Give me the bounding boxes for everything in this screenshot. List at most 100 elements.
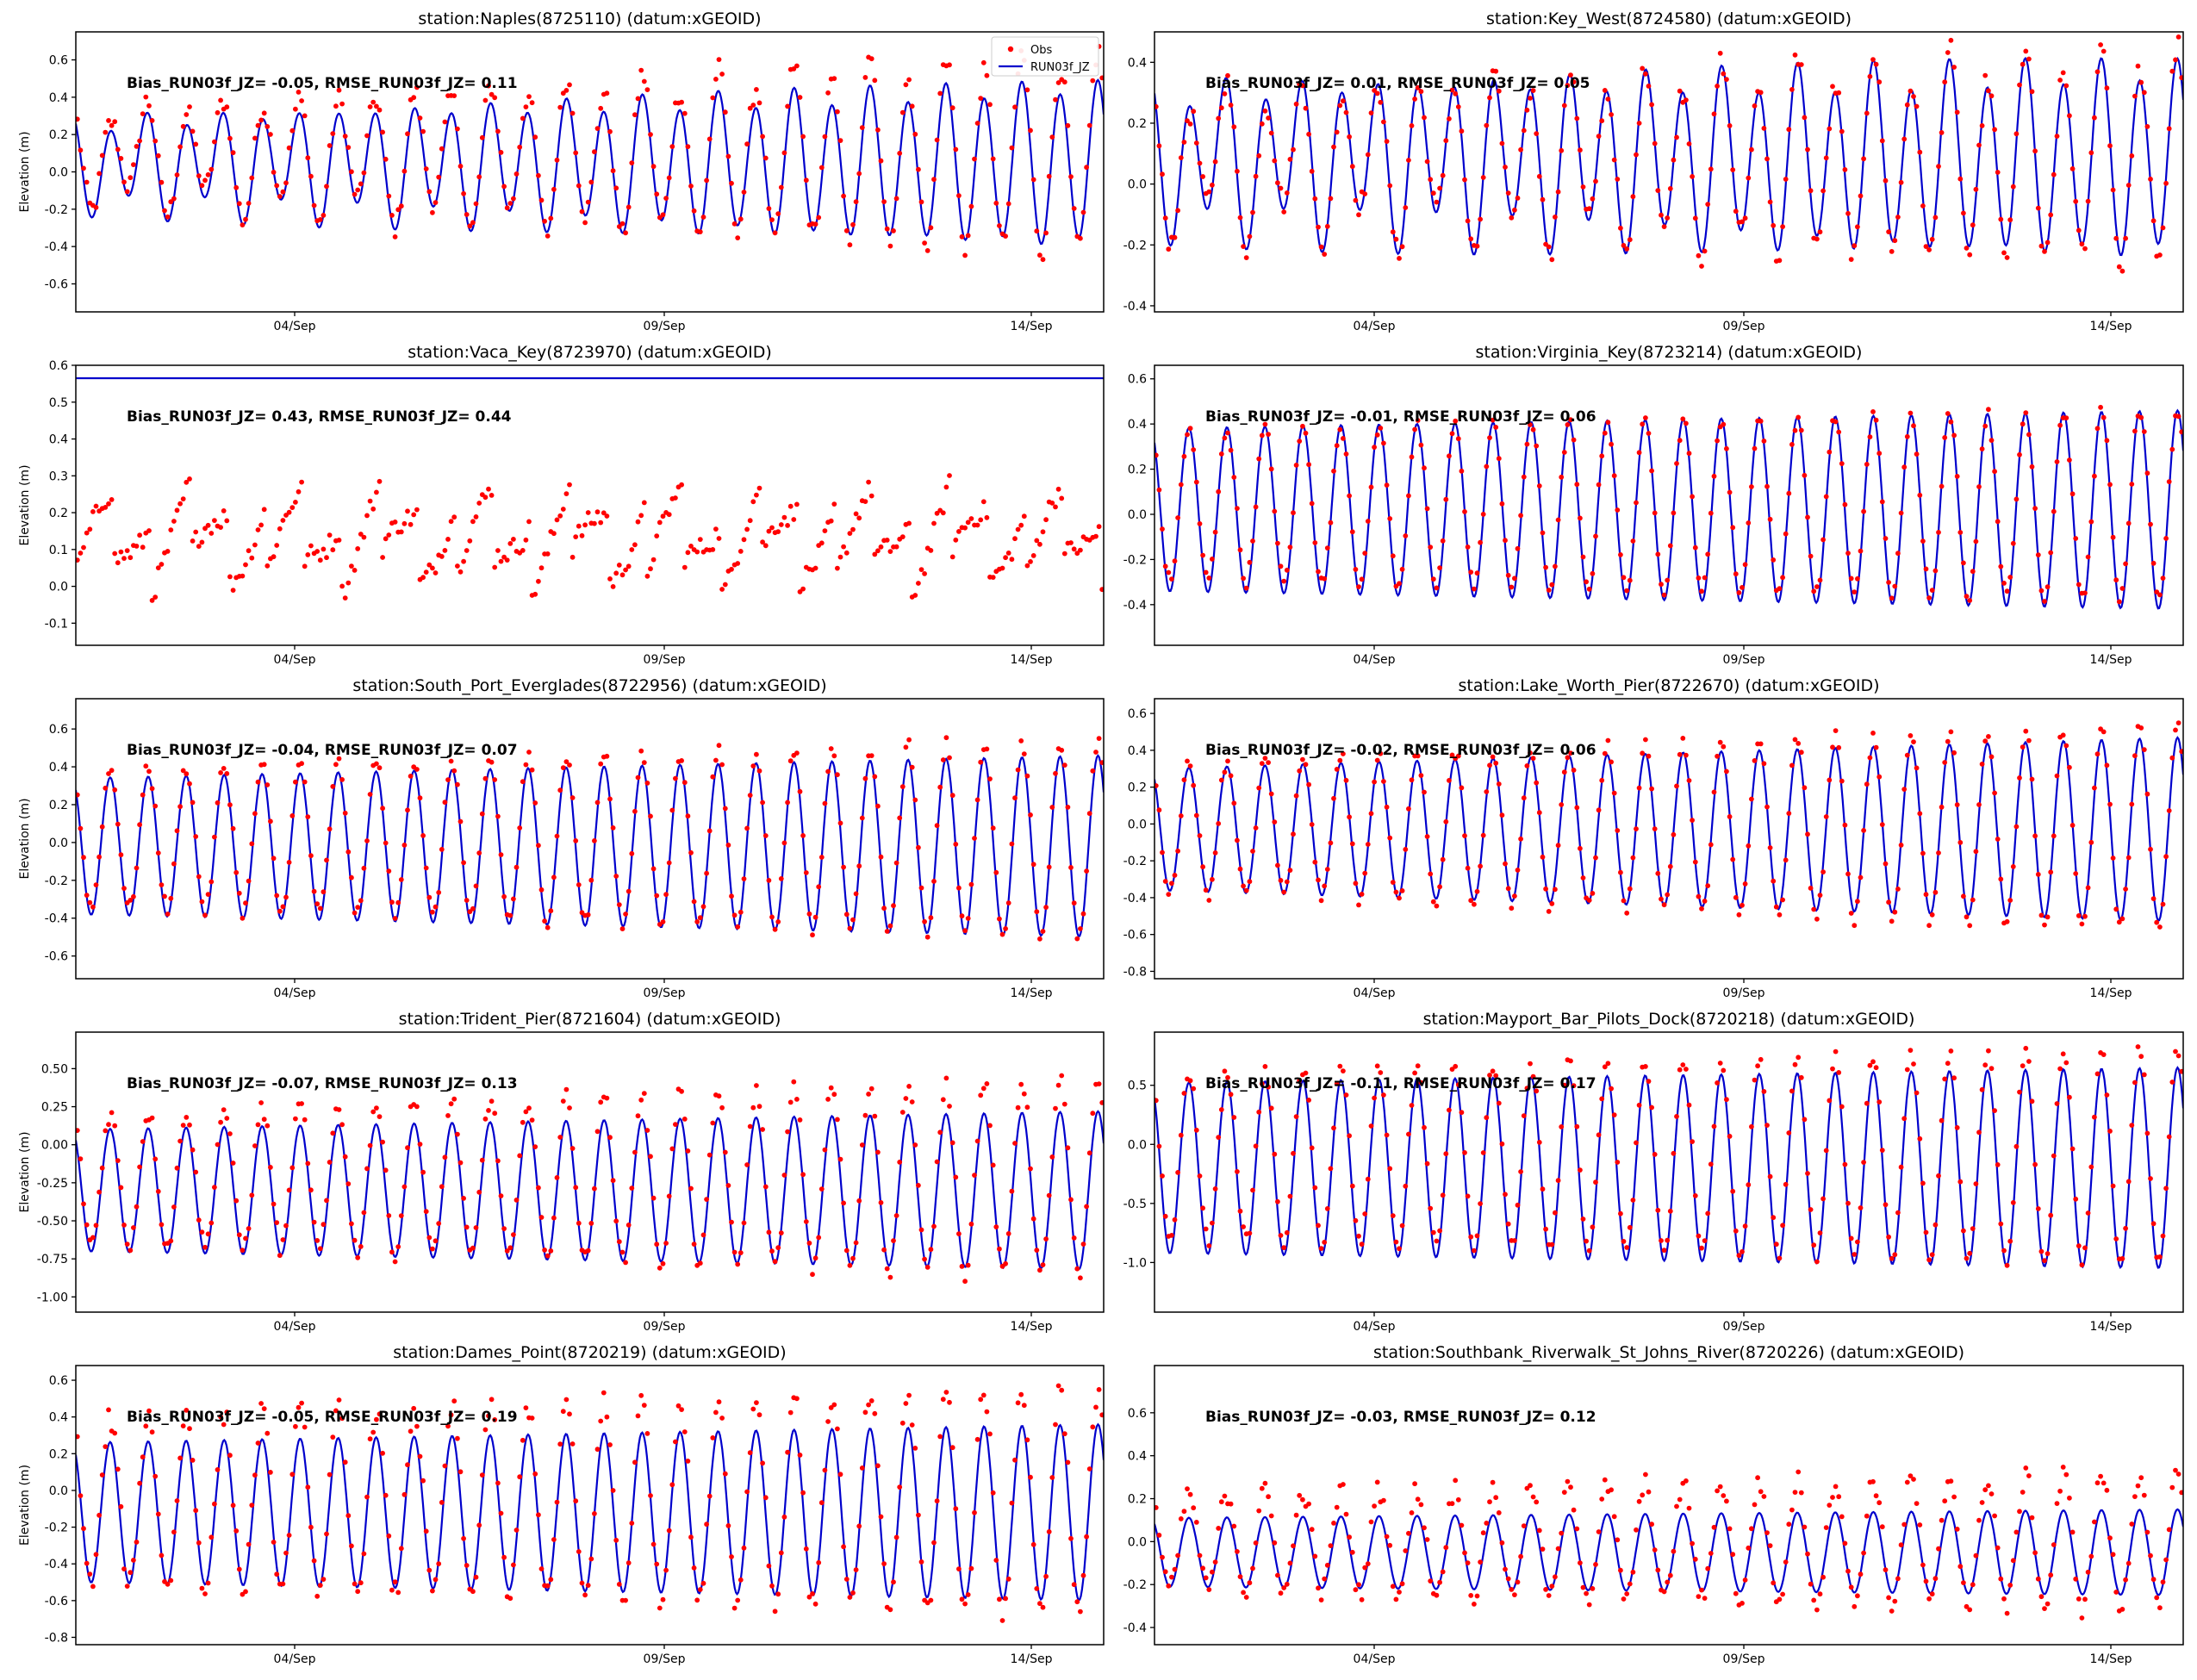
obs-point bbox=[196, 173, 202, 179]
obs-point bbox=[856, 1198, 862, 1204]
obs-point bbox=[1437, 884, 1442, 890]
obs-point bbox=[750, 763, 756, 768]
obs-point bbox=[1624, 246, 1630, 252]
obs-point bbox=[339, 583, 345, 589]
obs-point bbox=[1876, 1099, 1883, 1104]
obs-point bbox=[1059, 1387, 1065, 1393]
obs-point bbox=[1347, 1133, 1352, 1139]
obs-point bbox=[1867, 73, 1873, 79]
obs-point bbox=[442, 548, 448, 553]
obs-point bbox=[638, 1392, 644, 1398]
obs-point bbox=[884, 538, 890, 543]
obs-point bbox=[625, 888, 632, 894]
obs-point bbox=[268, 818, 273, 824]
obs-point bbox=[1764, 1530, 1770, 1535]
plot-area bbox=[1155, 1044, 2183, 1269]
obs-point bbox=[785, 103, 790, 109]
obs-point bbox=[822, 134, 828, 140]
obs-point bbox=[1708, 1161, 1714, 1167]
obs-point bbox=[1078, 926, 1083, 931]
obs-point bbox=[1484, 122, 1490, 128]
obs-point bbox=[1428, 1205, 1434, 1211]
obs-point bbox=[1898, 1164, 1904, 1170]
obs-point bbox=[567, 82, 572, 88]
obs-point bbox=[685, 813, 691, 819]
obs-point bbox=[358, 1244, 364, 1249]
obs-point bbox=[513, 1528, 520, 1533]
obs-point bbox=[1434, 1592, 1440, 1598]
obs-point bbox=[1484, 1115, 1490, 1121]
obs-point bbox=[1080, 1241, 1086, 1247]
obs-point bbox=[1989, 1491, 1995, 1496]
obs-point bbox=[1316, 1585, 1321, 1591]
obs-point bbox=[1883, 1567, 1889, 1572]
obs-point bbox=[545, 924, 551, 930]
obs-point bbox=[1515, 868, 1521, 873]
obs-point bbox=[1549, 1241, 1555, 1248]
obs-point bbox=[835, 772, 840, 778]
obs-point bbox=[1761, 1089, 1767, 1094]
obs-point bbox=[1914, 451, 1920, 457]
obs-point bbox=[1231, 1523, 1237, 1529]
obs-point bbox=[654, 533, 660, 538]
obs-point bbox=[1615, 177, 1621, 182]
obs-point bbox=[1634, 500, 1639, 506]
obs-point bbox=[1961, 893, 1966, 899]
obs-point bbox=[567, 762, 572, 768]
y-tick-label: 0.0 bbox=[49, 166, 68, 180]
obs-point bbox=[1005, 1231, 1011, 1236]
obs-point bbox=[673, 775, 678, 781]
obs-point bbox=[246, 548, 252, 554]
obs-point bbox=[258, 1100, 264, 1105]
obs-point bbox=[411, 1405, 417, 1411]
obs-point bbox=[1568, 750, 1573, 756]
obs-point bbox=[1979, 123, 1985, 128]
obs-point bbox=[1602, 750, 1608, 756]
y-tick-label: -0.2 bbox=[1123, 855, 1147, 868]
obs-point bbox=[1789, 1088, 1795, 1094]
obs-point bbox=[2004, 1262, 2010, 1268]
obs-point bbox=[747, 105, 753, 111]
obs-point bbox=[1661, 1589, 1667, 1595]
obs-point bbox=[1484, 789, 1490, 794]
obs-point bbox=[486, 1413, 491, 1419]
obs-point bbox=[1879, 138, 1885, 144]
obs-point bbox=[1353, 197, 1359, 203]
obs-point bbox=[928, 548, 934, 553]
obs-point bbox=[1932, 889, 1939, 895]
obs-point bbox=[1235, 837, 1240, 843]
obs-point bbox=[1368, 484, 1374, 490]
obs-point bbox=[336, 538, 342, 543]
obs-point bbox=[1939, 804, 1945, 810]
obs-point bbox=[1291, 831, 1296, 837]
obs-point bbox=[152, 594, 159, 600]
obs-point bbox=[2157, 592, 2163, 598]
obs-point bbox=[168, 199, 174, 205]
obs-point bbox=[666, 860, 672, 866]
obs-point bbox=[887, 243, 893, 249]
obs-point bbox=[999, 565, 1005, 571]
obs-point bbox=[455, 1435, 460, 1441]
obs-point bbox=[697, 915, 703, 921]
obs-point bbox=[165, 1581, 171, 1587]
obs-point bbox=[339, 101, 345, 107]
obs-point bbox=[1758, 1489, 1764, 1495]
obs-point bbox=[875, 803, 881, 809]
obs-point bbox=[103, 505, 109, 510]
obs-point bbox=[1512, 1592, 1517, 1597]
obs-point bbox=[1428, 871, 1434, 877]
obs-point bbox=[1237, 547, 1243, 553]
obs-point bbox=[1879, 499, 1885, 505]
obs-point bbox=[330, 1434, 336, 1440]
obs-point bbox=[588, 1556, 594, 1562]
obs-point bbox=[1362, 1565, 1368, 1571]
obs-point bbox=[1005, 551, 1011, 556]
obs-point bbox=[1291, 510, 1296, 516]
obs-point bbox=[1374, 1479, 1380, 1485]
obs-point bbox=[1559, 1124, 1565, 1129]
obs-point bbox=[1584, 1238, 1589, 1244]
obs-point bbox=[1393, 1596, 1399, 1602]
obs-point bbox=[398, 203, 404, 209]
obs-point bbox=[212, 1185, 217, 1190]
obs-point bbox=[835, 565, 840, 571]
